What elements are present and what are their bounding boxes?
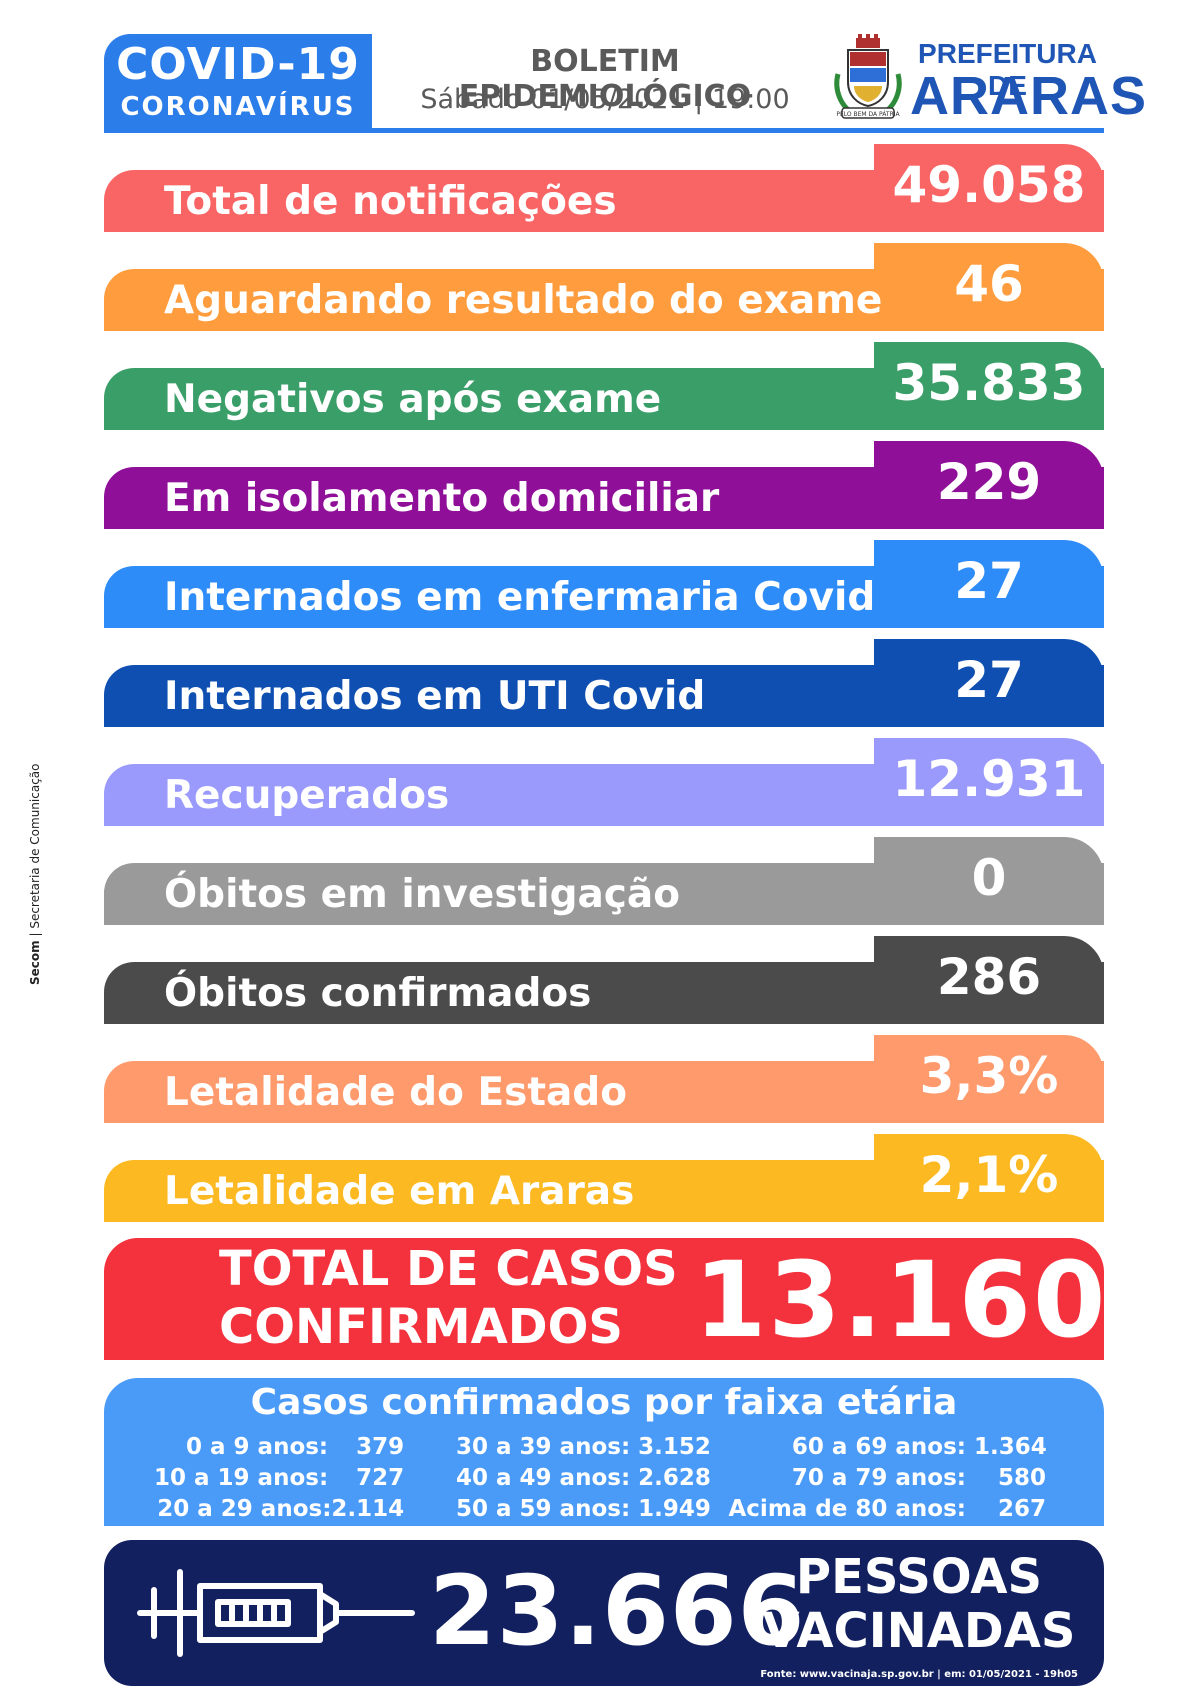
stat-label: Em isolamento domiciliar <box>164 476 720 521</box>
stat-tab <box>874 837 1104 925</box>
stat-label: Negativos após exame <box>164 377 662 422</box>
stat-value: 2,1% <box>919 1146 1059 1204</box>
stat-tab <box>874 540 1104 628</box>
covid-badge: COVID-19 CORONAVÍRUS <box>104 34 372 130</box>
age-column-3: 60 a 69 anos: 1.364 70 a 79 anos: 580 Ac… <box>729 1432 1047 1525</box>
stat-tab <box>874 441 1104 529</box>
stat-label: Letalidade do Estado <box>164 1070 627 1115</box>
stat-row-negativos: Negativos após exame 35.833 <box>104 342 1104 430</box>
bulletin-title: BOLETIM EPIDEMIOLÓGICO <box>458 44 752 114</box>
prefeitura-title: PREFEITURA DE <box>918 38 1097 101</box>
syringe-icon <box>137 1569 415 1657</box>
stat-label: Letalidade em Araras <box>164 1169 635 1214</box>
total-cases-label-line2: CONFIRMADOS <box>219 1299 623 1355</box>
vaccinated-source: Fonte: www.vacinaja.sp.gov.br | em: 01/0… <box>760 1669 1078 1680</box>
stat-row-obitos-investigacao: Óbitos em investigação 0 <box>104 837 1104 925</box>
total-cases-value: 13.160 <box>694 1239 1108 1361</box>
stat-value: 12.931 <box>892 750 1086 808</box>
city-seal-icon: PELO BEM DA PÁTRIA <box>834 34 902 119</box>
bulletin-date: Sábado 01/05/2021 | 19:00 <box>420 84 790 115</box>
stat-value: 0 <box>971 849 1007 907</box>
age-row: 70 a 79 anos: 580 <box>791 1465 1046 1491</box>
vaccinated-box: 23.666 PESSOAS VACINADAS Fonte: www.vaci… <box>104 1540 1104 1686</box>
stat-row-aguardando: Aguardando resultado do exame 46 <box>104 243 1104 331</box>
stat-value: 286 <box>936 948 1042 1006</box>
stat-label: Recuperados <box>164 773 450 818</box>
age-row: 20 a 29 anos:2.114 <box>157 1496 405 1522</box>
vaccinated-label-line1: PESSOAS <box>795 1549 1043 1605</box>
stat-value: 27 <box>954 552 1024 610</box>
stat-tab <box>874 243 1104 331</box>
stat-row-obitos-confirmados: Óbitos confirmados 286 <box>104 936 1104 1024</box>
header-divider <box>104 128 1104 133</box>
stat-label: Total de notificações <box>164 179 617 224</box>
stat-tab <box>874 1035 1104 1123</box>
city-name: ARARAS <box>910 66 1148 126</box>
vaccinated-label: PESSOAS VACINADAS <box>759 1550 1079 1658</box>
stat-row-letalidade-araras: Letalidade em Araras 2,1% <box>104 1134 1104 1222</box>
svg-text:PELO BEM DA PÁTRIA: PELO BEM DA PÁTRIA <box>836 111 900 118</box>
stat-tab <box>874 639 1104 727</box>
stat-value: 46 <box>954 255 1024 313</box>
age-breakdown-box: Casos confirmados por faixa etária 0 a 9… <box>104 1378 1104 1526</box>
stat-row-letalidade-estado: Letalidade do Estado 3,3% <box>104 1035 1104 1123</box>
stat-row-uti: Internados em UTI Covid 27 <box>104 639 1104 727</box>
vaccinated-count: 23.666 <box>429 1555 806 1667</box>
age-row: 10 a 19 anos: 727 <box>154 1465 405 1491</box>
age-row: 0 a 9 anos: 379 <box>186 1434 405 1460</box>
age-column-1: 0 a 9 anos: 379 10 a 19 anos: 727 20 a 2… <box>154 1432 404 1525</box>
stat-tab <box>874 1134 1104 1222</box>
age-column-2: 30 a 39 anos: 3.152 40 a 49 anos: 2.628 … <box>456 1432 711 1525</box>
stat-tab <box>874 936 1104 1024</box>
stat-value: 35.833 <box>892 354 1086 412</box>
age-row: 40 a 49 anos: 2.628 <box>456 1465 711 1491</box>
stat-value: 27 <box>954 651 1024 709</box>
age-row: 50 a 59 anos: 1.949 <box>456 1496 711 1522</box>
stat-label: Óbitos em investigação <box>164 872 681 917</box>
total-cases-label-line1: TOTAL DE CASOS <box>219 1241 678 1297</box>
stat-row-enfermaria: Internados em enfermaria Covid 27 <box>104 540 1104 628</box>
stat-tab <box>874 342 1104 430</box>
stat-row-recuperados: Recuperados 12.931 <box>104 738 1104 826</box>
stat-label: Internados em UTI Covid <box>164 674 706 719</box>
badge-title: COVID-19 <box>116 39 360 90</box>
stat-value: 229 <box>936 453 1042 511</box>
age-row: Acima de 80 anos: 267 <box>728 1496 1047 1522</box>
stat-tab <box>874 144 1104 232</box>
stat-label: Aguardando resultado do exame <box>164 278 883 323</box>
stat-value: 49.058 <box>892 156 1086 214</box>
stat-row-isolamento: Em isolamento domiciliar 229 <box>104 441 1104 529</box>
secom-credit: Secom | Secretaria de Comunicação <box>28 763 42 986</box>
stat-tab <box>874 738 1104 826</box>
stat-label: Internados em enfermaria Covid <box>164 575 876 620</box>
stat-row-total-notificacoes: Total de notificações 49.058 <box>104 144 1104 232</box>
age-row: 30 a 39 anos: 3.152 <box>456 1434 711 1460</box>
total-cases-label: TOTAL DE CASOS CONFIRMADOS <box>219 1240 678 1356</box>
vaccinated-label-line2: VACINADAS <box>762 1603 1076 1659</box>
badge-subtitle: CORONAVÍRUS <box>120 92 356 122</box>
stat-value: 3,3% <box>919 1047 1059 1105</box>
age-row: 60 a 69 anos: 1.364 <box>791 1434 1047 1460</box>
stat-label: Óbitos confirmados <box>164 971 592 1016</box>
age-breakdown-title: Casos confirmados por faixa etária <box>250 1382 958 1423</box>
total-cases-box: TOTAL DE CASOS CONFIRMADOS 13.160 <box>104 1238 1108 1361</box>
